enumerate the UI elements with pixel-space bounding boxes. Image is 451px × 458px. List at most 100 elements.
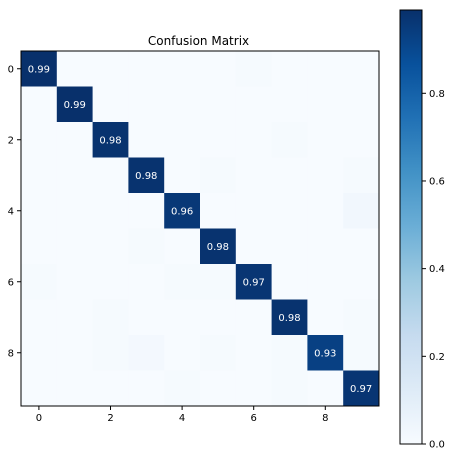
- heatmap-cell: [271, 228, 308, 265]
- heatmap-cell: [235, 370, 272, 407]
- y-tick-label: 0: [8, 64, 14, 75]
- heatmap-cell: [307, 370, 344, 407]
- heatmap-cell: [271, 51, 308, 87]
- heatmap-cell: [200, 51, 237, 87]
- heatmap-cell: [21, 157, 58, 194]
- heatmap-cell: [128, 157, 165, 194]
- heatmap-cell: [92, 157, 129, 194]
- cell-value-label: 0.99: [28, 64, 50, 75]
- heatmap-cell: [235, 228, 272, 265]
- heatmap-cell: [200, 86, 237, 123]
- cell-value-label: 0.99: [64, 100, 86, 111]
- heatmap-cell: [56, 299, 93, 336]
- heatmap-cell: [21, 193, 58, 229]
- heatmap-cell: [92, 122, 129, 158]
- heatmap-cell: [200, 335, 237, 371]
- heatmap-cell: [343, 51, 380, 87]
- heatmap-cell: [200, 370, 237, 407]
- heatmap-cell: [92, 193, 129, 229]
- cell-value-label: 0.98: [207, 242, 229, 253]
- heatmap-cell: [343, 335, 380, 371]
- heatmap-cell: [56, 335, 93, 371]
- heatmap-cell: [164, 335, 201, 371]
- heatmap-cell: [128, 51, 165, 87]
- heatmap-cell: [56, 264, 93, 300]
- heatmap-cell: [21, 264, 58, 300]
- colorbar-tick-label: 0.8: [429, 89, 445, 100]
- heatmap-cell: [307, 335, 344, 371]
- y-tick-label: 8: [8, 348, 14, 359]
- heatmap-cell: [343, 86, 380, 123]
- y-tick-label: 2: [8, 135, 14, 146]
- heatmap-cell: [235, 299, 272, 336]
- y-tick-label: 4: [8, 206, 14, 217]
- heatmap-cell: [92, 228, 129, 265]
- heatmap-cell: [128, 335, 165, 371]
- heatmap-cell: [128, 193, 165, 229]
- heatmap-cell: [21, 86, 58, 123]
- heatmap-cell: [271, 370, 308, 407]
- cell-value-label: 0.97: [243, 277, 265, 288]
- cell-value-label: 0.98: [135, 171, 157, 182]
- heatmap-cell: [271, 157, 308, 194]
- heatmap-cell: [164, 86, 201, 123]
- cell-value-label: 0.97: [350, 384, 372, 395]
- heatmap-cell: [200, 264, 237, 300]
- heatmap-cell: [56, 157, 93, 194]
- heatmap-cell-labels: 0.99 0.99 0.98 0.98 0.96 0.98 0.97 0.98 0.93 0.97: [28, 64, 372, 395]
- heatmap-cell: [128, 264, 165, 300]
- heatmap-cell: [92, 264, 129, 300]
- heatmap-cell: [128, 370, 165, 407]
- heatmap-cell: [21, 122, 58, 158]
- heatmap-cell: [164, 370, 201, 407]
- heatmap-cell: [21, 370, 58, 407]
- heatmap-cell: [92, 335, 129, 371]
- heatmap-cell: [56, 122, 93, 158]
- colorbar-tick-label: 0.6: [429, 176, 445, 187]
- heatmap-cell: [271, 335, 308, 371]
- heatmap-cell: [92, 299, 129, 336]
- heatmap-cell: [307, 122, 344, 158]
- heatmap-cell: [343, 299, 380, 336]
- heatmap-cell: [343, 193, 380, 229]
- heatmap-cell: [200, 228, 237, 265]
- heatmap-cell: [271, 86, 308, 123]
- x-axis-ticks: 0 2 4 6 8: [36, 406, 328, 424]
- cell-value-label: 0.93: [314, 348, 336, 359]
- heatmap-cell: [307, 51, 344, 87]
- heatmap-cell: [271, 264, 308, 300]
- x-tick-label: 6: [251, 413, 257, 424]
- heatmap-cell: [164, 228, 201, 265]
- x-tick-label: 0: [36, 413, 42, 424]
- heatmap-cell: [271, 122, 308, 158]
- x-tick-label: 2: [107, 413, 113, 424]
- heatmap-cell: [271, 299, 308, 336]
- heatmap-cells: [21, 51, 380, 407]
- heatmap-cell: [164, 157, 201, 194]
- heatmap-cell: [164, 122, 201, 158]
- colorbar-tick-label: 0.2: [429, 352, 445, 363]
- heatmap-cell: [128, 86, 165, 123]
- chart-title: Confusion Matrix: [148, 34, 249, 48]
- heatmap-cell: [307, 157, 344, 194]
- heatmap-cell: [343, 264, 380, 300]
- heatmap-cell: [164, 193, 201, 229]
- heatmap-cell: [164, 264, 201, 300]
- heatmap-cell: [235, 157, 272, 194]
- colorbar-tick-label: 0.0: [429, 440, 445, 451]
- heatmap-cell: [21, 228, 58, 265]
- heatmap-cell: [200, 157, 237, 194]
- y-tick-label: 6: [8, 277, 14, 288]
- heatmap-cell: [128, 122, 165, 158]
- heatmap-cell: [56, 86, 93, 123]
- heatmap-cell: [235, 86, 272, 123]
- heatmap-cell: [56, 193, 93, 229]
- cell-value-label: 0.98: [99, 135, 121, 146]
- heatmap-cell: [235, 122, 272, 158]
- heatmap-cell: [343, 122, 380, 158]
- heatmap-cell: [235, 51, 272, 87]
- heatmap-cell: [92, 86, 129, 123]
- heatmap-cell: [92, 370, 129, 407]
- heatmap-cell: [235, 335, 272, 371]
